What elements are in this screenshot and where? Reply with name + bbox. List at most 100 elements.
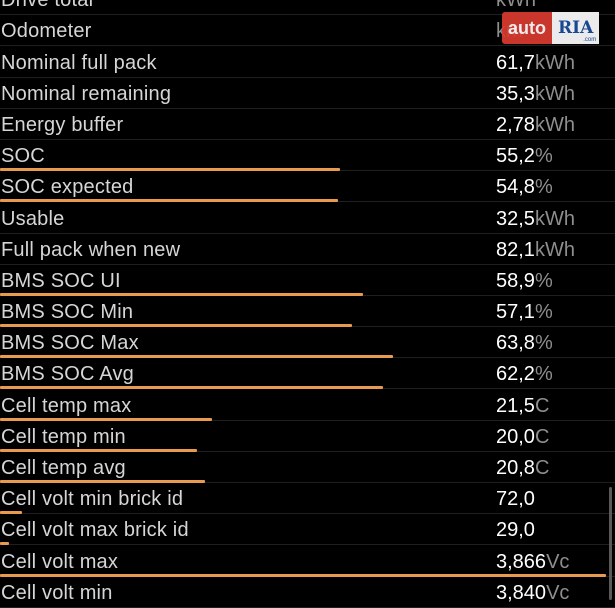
metric-label: Nominal remaining xyxy=(1,82,172,105)
metric-unit: kWh xyxy=(496,0,536,12)
metric-number: 72,0 xyxy=(496,488,535,511)
watermark-auto-text: auto xyxy=(502,12,552,44)
watermark-ria-label: RIA xyxy=(558,18,594,38)
metric-unit: % xyxy=(534,332,553,355)
metric-row[interactable]: BMS SOC Max 63,8% xyxy=(0,327,615,359)
metric-value: 55,2% xyxy=(496,145,553,167)
metric-value: kWh xyxy=(496,0,536,11)
metric-unit: % xyxy=(534,145,553,168)
metric-label: Cell temp avg xyxy=(1,457,126,479)
metric-number: 3,866 xyxy=(496,550,547,573)
metric-value: 63,8% xyxy=(496,332,553,354)
metric-level-bar xyxy=(0,168,340,172)
metric-row[interactable]: Nominal remaining 35,3kWh xyxy=(0,78,615,109)
metric-level-bar xyxy=(0,573,606,577)
metric-value: 61,7kWh xyxy=(496,52,575,74)
metric-value: 58,9% xyxy=(496,270,553,292)
metric-row[interactable]: Nominal full pack 61,7kWh xyxy=(0,46,615,78)
metric-unit: C xyxy=(534,425,550,448)
metric-row[interactable]: Cell volt max 3,866Vc xyxy=(0,545,615,577)
metric-label: Usable xyxy=(1,207,65,230)
metric-number: 20,0 xyxy=(496,425,535,448)
metric-row[interactable]: Energy buffer 2,78kWh xyxy=(0,109,615,140)
metric-label: Nominal full pack xyxy=(1,51,157,74)
metric-number: 29,0 xyxy=(496,519,535,542)
metric-value: 57,1% xyxy=(496,301,553,323)
metric-unit: % xyxy=(534,301,553,324)
watermark-com-text: .com xyxy=(583,37,597,43)
metric-row[interactable]: Cell temp min 20,0C xyxy=(0,421,615,452)
metric-number: 63,8 xyxy=(496,332,535,355)
metric-number: 20,8 xyxy=(496,457,535,479)
metric-row[interactable]: Cell volt max brick id 29,0 xyxy=(0,514,615,546)
metric-number: 57,1 xyxy=(496,301,535,324)
metric-label: Drive total xyxy=(1,0,94,12)
metric-label: Cell volt min brick id xyxy=(1,488,184,511)
metric-number: 2,78 xyxy=(496,113,535,136)
metric-row[interactable]: Usable 32,5kWh xyxy=(0,202,615,234)
metric-row[interactable]: BMS SOC UI 58,9% xyxy=(0,265,615,296)
metric-value: 35,3kWh xyxy=(496,83,575,105)
metric-number: 58,9 xyxy=(496,269,535,292)
metric-value: 29,0 xyxy=(496,519,535,541)
metric-level-bar xyxy=(0,542,9,546)
metric-unit: kWh xyxy=(534,82,575,105)
metric-unit: kWh xyxy=(534,51,575,74)
metric-label: Full pack when new xyxy=(1,238,181,261)
metric-level-bar xyxy=(0,511,22,515)
metric-label: Cell temp min xyxy=(1,425,126,448)
metric-value: 62,2% xyxy=(496,363,553,385)
scrollbar[interactable] xyxy=(609,487,612,600)
metric-level-bar xyxy=(0,292,363,296)
metric-number: 21,5 xyxy=(496,394,535,417)
metric-unit: kWh xyxy=(534,113,575,136)
metric-label: BMS SOC Avg xyxy=(1,363,134,386)
metric-unit: % xyxy=(534,363,553,386)
metric-unit: Vc xyxy=(546,550,570,573)
metric-row[interactable]: BMS SOC Min 57,1% xyxy=(0,296,615,328)
metric-level-bar xyxy=(0,417,212,421)
metric-level-bar xyxy=(0,324,352,328)
metric-label: Cell volt max brick id xyxy=(1,519,189,542)
watermark-ria-text: RIA .com xyxy=(552,12,600,44)
metric-row[interactable]: Cell temp max 21,5C xyxy=(0,389,615,421)
metric-value: 32,5kWh xyxy=(496,208,575,230)
metric-label: Cell temp max xyxy=(1,394,132,417)
metric-number: 32,5 xyxy=(496,207,535,230)
metric-label: SOC expected xyxy=(1,176,134,199)
metric-level-bar xyxy=(0,480,205,483)
metric-row[interactable]: Full pack when new 82,1kWh xyxy=(0,234,615,265)
metric-level-bar xyxy=(0,199,338,203)
metric-label: Odometer xyxy=(1,20,92,43)
metric-label: BMS SOC Max xyxy=(1,332,139,355)
metric-label: BMS SOC Min xyxy=(1,301,134,324)
metric-level-bar xyxy=(0,386,383,390)
metric-number: 55,2 xyxy=(496,145,535,168)
metric-unit: % xyxy=(534,269,553,292)
metric-level-bar xyxy=(0,448,197,452)
metric-number: 82,1 xyxy=(496,238,535,261)
metric-row[interactable]: BMS SOC Avg 62,2% xyxy=(0,358,615,390)
metric-unit: C xyxy=(534,457,550,479)
metric-row[interactable]: SOC 55,2% xyxy=(0,140,615,172)
metric-number: 62,2 xyxy=(496,363,535,386)
metric-row[interactable]: Cell volt min brick id 72,0 xyxy=(0,483,615,515)
metric-label: Energy buffer xyxy=(1,113,124,136)
metric-unit: kWh xyxy=(534,238,575,261)
metric-unit: C xyxy=(534,394,550,417)
metric-row[interactable]: Drive total kWh xyxy=(0,0,615,16)
metric-number: 3,840 xyxy=(496,581,547,604)
metric-unit: Vc xyxy=(546,581,570,604)
metric-label: SOC xyxy=(1,145,45,168)
metric-value: 20,8C xyxy=(496,457,549,479)
metric-level-bar xyxy=(0,355,393,359)
metric-number: 54,8 xyxy=(496,176,535,199)
metric-value: 82,1kWh xyxy=(496,239,575,261)
metric-row[interactable]: Cell temp avg 20,8C xyxy=(0,452,615,483)
metric-label: BMS SOC UI xyxy=(1,269,121,292)
metric-row[interactable]: SOC expected 54,8% xyxy=(0,171,615,203)
metric-row[interactable]: Cell volt min 3,840Vc xyxy=(0,577,615,608)
metric-unit: % xyxy=(534,176,553,199)
metric-value: 54,8% xyxy=(496,176,553,198)
